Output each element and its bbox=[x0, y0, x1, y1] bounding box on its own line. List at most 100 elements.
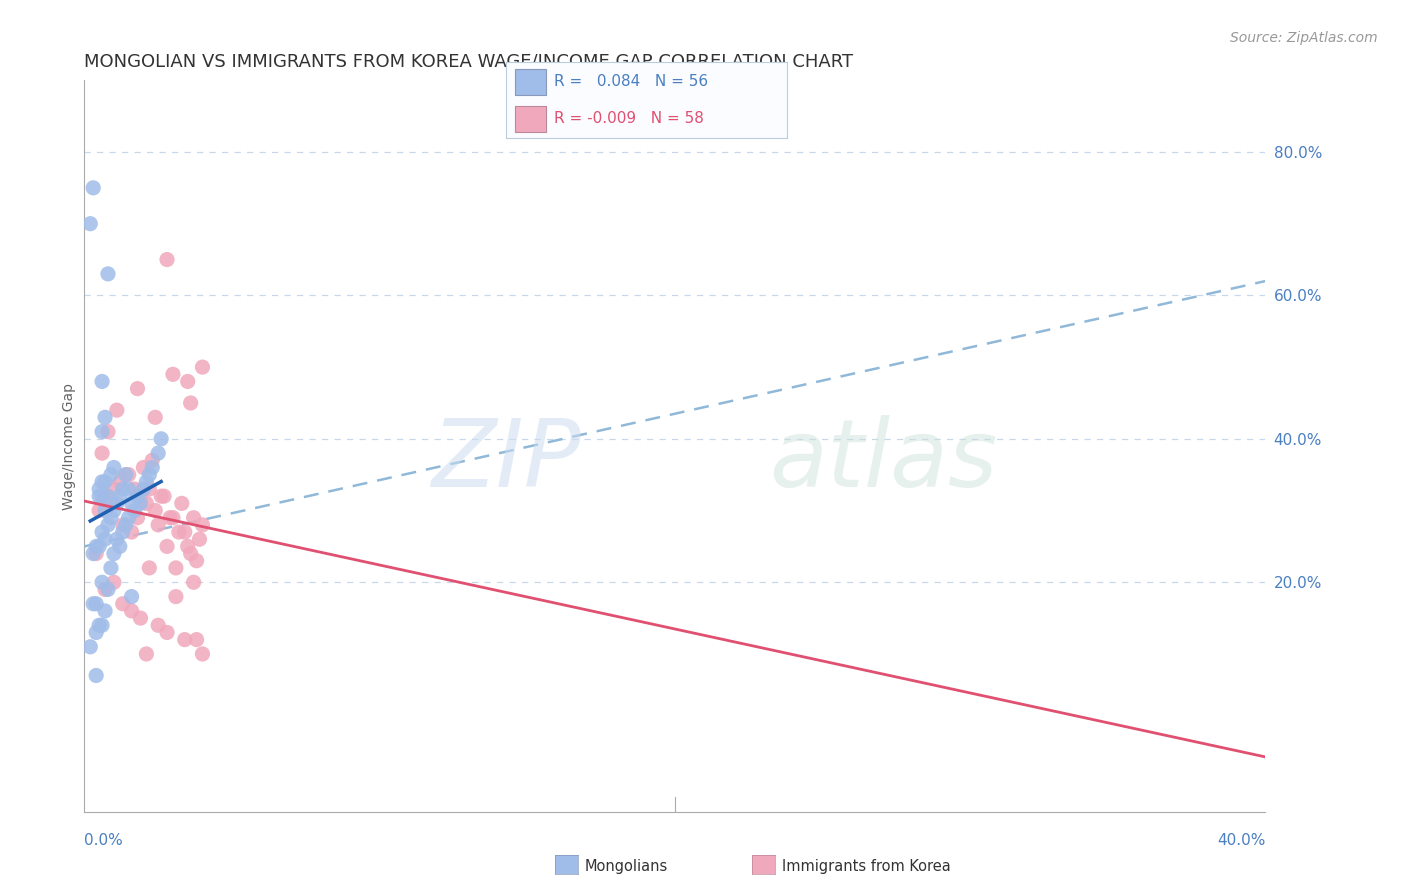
Point bbox=[108, 475, 131, 489]
Point bbox=[127, 510, 149, 524]
Point bbox=[108, 540, 131, 554]
Point bbox=[103, 482, 125, 496]
Point bbox=[156, 540, 179, 554]
Point bbox=[170, 496, 193, 510]
Point bbox=[124, 482, 146, 496]
Text: atlas: atlas bbox=[769, 415, 998, 506]
Point bbox=[79, 640, 101, 654]
Point bbox=[94, 604, 117, 618]
Point bbox=[148, 618, 170, 632]
Point bbox=[186, 554, 208, 568]
Point bbox=[114, 467, 136, 482]
Point bbox=[94, 503, 117, 517]
Point bbox=[94, 582, 117, 597]
Y-axis label: Wage/Income Gap: Wage/Income Gap bbox=[62, 383, 76, 509]
Point bbox=[84, 668, 107, 682]
Point bbox=[143, 410, 166, 425]
Point bbox=[94, 489, 117, 503]
Point bbox=[91, 618, 114, 632]
Point bbox=[111, 517, 134, 532]
Point bbox=[91, 425, 114, 439]
Point bbox=[114, 517, 136, 532]
Text: MONGOLIAN VS IMMIGRANTS FROM KOREA WAGE/INCOME GAP CORRELATION CHART: MONGOLIAN VS IMMIGRANTS FROM KOREA WAGE/… bbox=[84, 53, 853, 70]
Point bbox=[127, 382, 149, 396]
Point bbox=[118, 510, 141, 524]
Point bbox=[97, 489, 120, 503]
Point bbox=[138, 467, 160, 482]
Text: Immigrants from Korea: Immigrants from Korea bbox=[782, 859, 950, 873]
Point bbox=[135, 496, 157, 510]
Point bbox=[87, 618, 111, 632]
Point bbox=[97, 267, 120, 281]
Point bbox=[162, 510, 184, 524]
Point bbox=[191, 517, 214, 532]
Point bbox=[129, 496, 152, 510]
Point bbox=[121, 524, 143, 539]
Point bbox=[91, 575, 114, 590]
Point bbox=[135, 475, 157, 489]
Point bbox=[103, 460, 125, 475]
Text: R = -0.009   N = 58: R = -0.009 N = 58 bbox=[554, 112, 704, 127]
Point bbox=[177, 540, 200, 554]
Point bbox=[100, 561, 122, 575]
Point bbox=[87, 503, 111, 517]
Point bbox=[94, 410, 117, 425]
Point bbox=[132, 460, 155, 475]
Point bbox=[82, 181, 104, 195]
Point bbox=[177, 375, 200, 389]
Text: 0.0%: 0.0% bbox=[84, 833, 124, 848]
Point bbox=[94, 533, 117, 547]
Point bbox=[103, 575, 125, 590]
Point bbox=[173, 524, 195, 539]
Point bbox=[97, 517, 120, 532]
Point bbox=[138, 561, 160, 575]
Point bbox=[97, 582, 120, 597]
Point bbox=[121, 590, 143, 604]
Point bbox=[111, 524, 134, 539]
Point bbox=[91, 524, 114, 539]
Point bbox=[186, 632, 208, 647]
Point bbox=[127, 489, 149, 503]
Point bbox=[82, 547, 104, 561]
Point bbox=[121, 604, 143, 618]
Point bbox=[159, 510, 181, 524]
Point bbox=[79, 217, 101, 231]
Point bbox=[100, 467, 122, 482]
Point bbox=[183, 575, 205, 590]
Point bbox=[150, 489, 173, 503]
Point bbox=[180, 547, 202, 561]
Point bbox=[94, 475, 117, 489]
Point bbox=[84, 547, 107, 561]
Point bbox=[84, 597, 107, 611]
Text: ZIP: ZIP bbox=[430, 415, 581, 506]
Point bbox=[135, 647, 157, 661]
Point bbox=[141, 453, 163, 467]
Point bbox=[118, 482, 141, 496]
Point bbox=[188, 533, 211, 547]
Point bbox=[100, 496, 122, 510]
Point bbox=[87, 482, 111, 496]
Point bbox=[167, 524, 190, 539]
FancyBboxPatch shape bbox=[515, 105, 546, 132]
Point bbox=[103, 547, 125, 561]
Point bbox=[129, 489, 152, 503]
Point bbox=[191, 647, 214, 661]
Point bbox=[165, 590, 187, 604]
Point bbox=[108, 489, 131, 503]
Point bbox=[103, 503, 125, 517]
Point bbox=[91, 489, 114, 503]
Point bbox=[156, 252, 179, 267]
Point bbox=[183, 510, 205, 524]
Text: Source: ZipAtlas.com: Source: ZipAtlas.com bbox=[1230, 31, 1378, 45]
Point bbox=[121, 496, 143, 510]
Point bbox=[111, 482, 134, 496]
Point bbox=[111, 597, 134, 611]
Point bbox=[180, 396, 202, 410]
Point bbox=[148, 446, 170, 460]
Point bbox=[148, 517, 170, 532]
Point bbox=[105, 533, 128, 547]
Point bbox=[87, 489, 111, 503]
Text: R =   0.084   N = 56: R = 0.084 N = 56 bbox=[554, 74, 709, 89]
Point bbox=[97, 425, 120, 439]
Point bbox=[105, 403, 128, 417]
